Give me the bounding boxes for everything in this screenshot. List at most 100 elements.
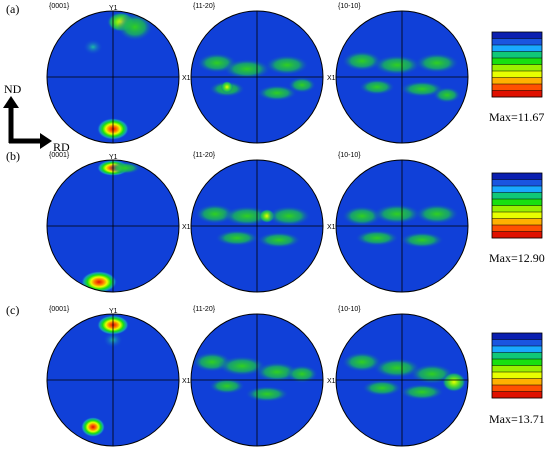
nd-axis-label: ND: [4, 82, 22, 96]
pole-figure-0001: {0001} Y1: [46, 3, 180, 144]
intensity-region: [83, 39, 103, 55]
color-scale-segment: [492, 179, 542, 187]
pole-figure-row: (a) {0001} Y1 {11-20} X1 {10-10} X1 Max=11.67: [6, 2, 544, 144]
color-scale-segment: [492, 346, 542, 353]
intensity-region: [415, 204, 459, 224]
color-scale-segment: [492, 225, 542, 232]
pole-figure-outline: [335, 313, 469, 447]
intensity-region: [433, 87, 461, 103]
intensity-region: [257, 85, 297, 101]
pole-figure-10-10: {10-10} X1: [327, 3, 469, 144]
intensity-region: [400, 81, 444, 97]
color-scale-segment: [492, 385, 542, 392]
intensity-region: [267, 206, 311, 226]
panel-label: (c): [6, 303, 19, 317]
panel-label: (a): [6, 2, 19, 16]
y1-direction-label: Y1: [109, 5, 118, 12]
intensity-region: [373, 358, 421, 378]
color-scale-segment: [492, 352, 542, 360]
color-scale-segment: [492, 192, 542, 200]
color-scale-segment: [492, 391, 542, 399]
color-scale-segment: [492, 38, 542, 46]
color-scale-segment: [492, 333, 542, 340]
intensity-region: [373, 55, 421, 75]
color-scale-segment: [492, 58, 542, 65]
intensity-region: [215, 230, 259, 246]
pole-figure-label: {0001}: [49, 152, 70, 159]
pole-figure-outline: [46, 159, 180, 293]
color-scale-segment: [492, 173, 542, 180]
intensity-region: [81, 417, 105, 437]
pole-figure-outline: [190, 313, 324, 447]
color-scale-segment: [492, 32, 542, 39]
color-scale-segment: [492, 378, 542, 386]
color-scale-segment: [492, 339, 542, 347]
pole-figure-outline: [190, 159, 324, 293]
pole-figure-11-20: {11-20} X1: [182, 306, 324, 447]
x1-direction-label: X1: [327, 75, 336, 82]
nd-arrowhead-icon: [3, 96, 19, 108]
intensity-region: [286, 365, 318, 383]
intensity-region: [257, 232, 301, 248]
x1-direction-label: X1: [327, 378, 336, 385]
intensity-region: [342, 352, 382, 372]
axes-indicator: ND RD: [3, 82, 70, 154]
color-scale-segment: [492, 71, 542, 78]
max-intensity-label: Max=12.90: [489, 251, 545, 265]
color-scale-segment: [492, 186, 542, 193]
color-scale-segment: [492, 199, 542, 206]
intensity-region: [400, 232, 444, 248]
pole-figure-label: {10-10}: [338, 306, 361, 313]
intensity-region: [209, 378, 245, 394]
rd-axis-label: RD: [53, 140, 70, 154]
color-scale-segment: [492, 359, 542, 366]
y1-direction-label: Y1: [109, 154, 118, 161]
color-scale-segment: [492, 90, 542, 98]
intensity-region: [359, 79, 395, 95]
color-scale-bar: [491, 172, 543, 239]
pole-figure-label: {10-10}: [338, 152, 361, 159]
max-intensity-label: Max=11.67: [489, 110, 544, 124]
intensity-region: [223, 59, 271, 79]
pole-figure-10-10: {10-10} X1: [327, 152, 469, 293]
pole-figure-row: (c) {0001} Y1 {11-20} X1 {10-10} X1 Max=13.71: [6, 303, 545, 447]
pole-figure-outline: [190, 10, 324, 144]
pole-figure-label: {11-20}: [193, 152, 216, 159]
color-scale-bar: [491, 332, 543, 399]
pole-figure-label: {0001}: [49, 3, 70, 10]
color-scale-segment: [492, 218, 542, 226]
pole-figure-0001: {0001} Y1: [46, 306, 180, 447]
color-scale-segment: [492, 51, 542, 59]
x1-direction-label: X1: [182, 224, 191, 231]
color-scale-segment: [492, 365, 542, 373]
pole-figure-label: {11-20}: [193, 3, 216, 10]
intensity-region: [109, 162, 141, 174]
intensity-region: [218, 356, 266, 376]
color-scale-segment: [492, 212, 542, 219]
x1-direction-label: X1: [182, 378, 191, 385]
pole-figure-11-20: {11-20} X1: [182, 152, 324, 293]
intensity-region: [362, 380, 402, 396]
x1-direction-label: X1: [327, 224, 336, 231]
pole-figure-outline: [335, 159, 469, 293]
pole-figure-11-20: {11-20} X1: [182, 3, 324, 144]
intensity-region: [400, 384, 444, 400]
color-scale-segment: [492, 205, 542, 213]
x1-direction-label: X1: [182, 75, 191, 82]
intensity-region: [245, 386, 289, 402]
panel-label: (b): [6, 149, 20, 163]
pole-figure-row: (b) {0001} Y1 {11-20} X1 {10-10} X1 Max=12.90: [6, 149, 545, 293]
intensity-region: [355, 230, 399, 246]
pole-figure-label: {10-10}: [338, 3, 361, 10]
color-scale-segment: [492, 77, 542, 85]
intensity-region: [117, 13, 153, 41]
max-intensity-label: Max=13.71: [489, 412, 545, 426]
intensity-region: [81, 271, 117, 292]
pole-figure-outline: [46, 313, 180, 447]
intensity-region: [223, 206, 271, 226]
intensity-region: [221, 81, 233, 93]
color-scale-segment: [492, 84, 542, 91]
intensity-region: [373, 204, 421, 224]
color-scale-bar: [491, 31, 543, 98]
